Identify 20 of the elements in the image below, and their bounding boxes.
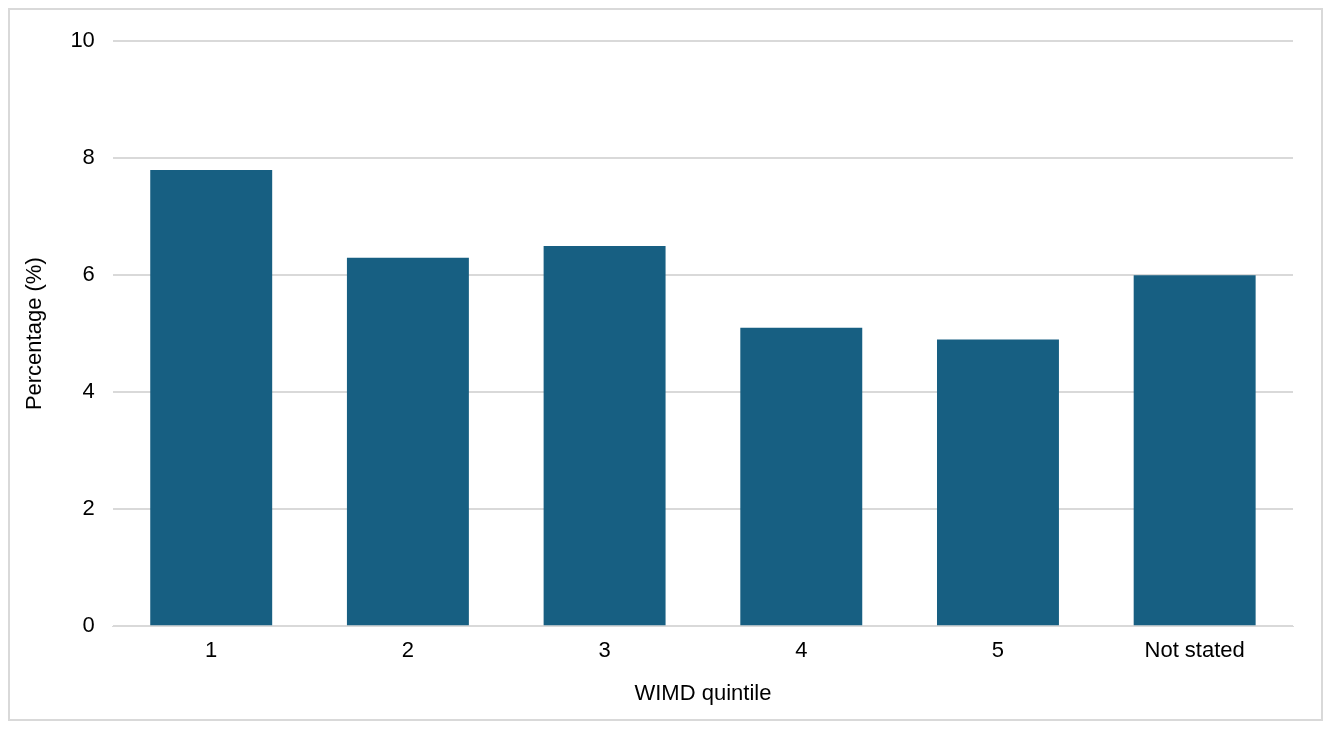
bar <box>936 339 1059 626</box>
x-tick-label: 5 <box>991 637 1005 663</box>
bar <box>346 257 469 626</box>
y-axis-title: Percentage (%) <box>21 257 47 411</box>
bar <box>740 327 863 626</box>
y-tick-label: 8 <box>82 144 95 170</box>
x-tick-label: Not stated <box>1144 637 1245 663</box>
x-tick-label: 3 <box>598 637 611 663</box>
y-tick-label: 4 <box>82 378 95 404</box>
x-tick-label: 1 <box>205 637 218 663</box>
bar <box>1133 275 1256 626</box>
bar <box>543 245 666 626</box>
bar <box>150 169 273 626</box>
y-tick-label: 6 <box>82 261 95 287</box>
x-tick-label: 2 <box>401 637 415 663</box>
x-tick-label: 4 <box>795 637 808 663</box>
x-axis-title: WIMD quintile <box>634 679 772 705</box>
y-tick-label: 0 <box>82 612 95 638</box>
y-tick-label: 10 <box>70 27 95 53</box>
y-tick-label: 2 <box>82 495 95 521</box>
